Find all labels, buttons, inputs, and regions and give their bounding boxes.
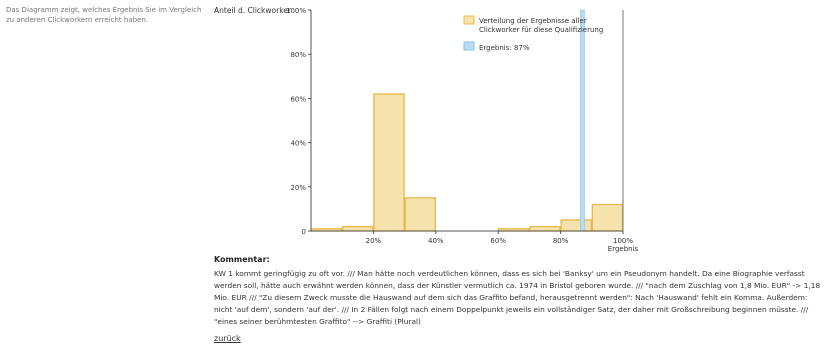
histogram-bar — [342, 225, 374, 232]
histogram-bar — [529, 225, 561, 232]
legend-swatch-distribution — [463, 15, 475, 25]
x-tick-label: 40% — [428, 237, 444, 245]
legend-label-result: Ergebnis: 87% — [479, 44, 530, 52]
x-tick-label: 20% — [366, 237, 382, 245]
back-link[interactable]: zurück — [214, 334, 241, 343]
histogram-bar — [560, 219, 592, 232]
chart-description: Das Diagramm zeigt, welches Ergebnis Sie… — [6, 6, 202, 24]
result-histogram: Anteil d. Clickworker 0 20% 40% 60% 80% 100% 2… — [213, 4, 663, 254]
x-tick-label: 80% — [553, 237, 569, 245]
x-tick-label: 60% — [490, 237, 506, 245]
comment-text: KW 1 kommt geringfügig zu oft vor. /// M… — [214, 269, 821, 326]
comment-heading: Kommentar: — [214, 255, 270, 264]
x-tick-label: 100% — [613, 237, 633, 245]
y-tick-label: 20% — [290, 184, 306, 192]
y-tick-label: 60% — [290, 95, 306, 103]
histogram-svg: Anteil d. Clickworker 0 20% 40% 60% 80% 100% 2… — [214, 6, 639, 253]
y-axis-label: Anteil d. Clickworker — [214, 6, 292, 15]
histogram-bar — [591, 203, 624, 232]
legend-swatch-result — [463, 41, 475, 51]
histogram-bar — [373, 93, 405, 232]
y-tick-label: 100% — [286, 7, 306, 15]
y-tick-label: 80% — [290, 51, 306, 59]
legend-label-distribution: Verteilung der Ergebnisse aller Clickwor… — [479, 17, 603, 34]
y-tick-label: 40% — [290, 140, 306, 148]
chart-legend: Verteilung der Ergebnisse aller Clickwor… — [463, 15, 603, 52]
histogram-bar — [404, 197, 436, 232]
result-marker — [580, 9, 585, 232]
x-axis-label: Ergebnis — [608, 245, 639, 253]
y-tick-label: 0 — [302, 228, 306, 236]
